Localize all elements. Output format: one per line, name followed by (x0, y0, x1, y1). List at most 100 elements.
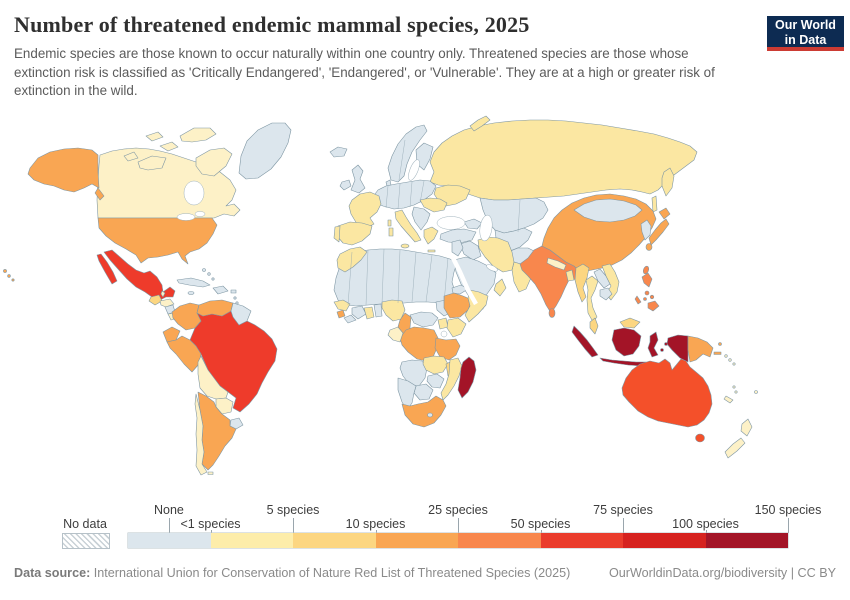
country-jamaica[interactable] (187, 291, 195, 295)
country-spain[interactable] (336, 221, 373, 246)
country-sakhalin[interactable] (651, 195, 658, 213)
country-caucasus[interactable] (463, 218, 483, 230)
country-vanuatu-1[interactable] (732, 385, 736, 389)
country-france[interactable] (348, 191, 382, 229)
country-japan-honshu[interactable] (648, 218, 670, 246)
country-sri-lanka[interactable] (548, 308, 556, 318)
country-hispaniola[interactable] (212, 285, 229, 295)
country-fiji[interactable] (754, 390, 758, 394)
country-car[interactable] (409, 311, 439, 328)
country-italy[interactable] (394, 209, 422, 243)
country-zimbabwe[interactable] (426, 373, 445, 389)
country-chile[interactable] (194, 393, 208, 476)
country-japan-hokkaido[interactable] (658, 207, 671, 220)
legend-segment-4[interactable] (458, 533, 541, 548)
country-cuba[interactable] (176, 277, 211, 288)
country-madagascar[interactable] (457, 356, 477, 399)
legend-segment-0[interactable] (128, 533, 211, 548)
country-canada-arctic-3[interactable] (145, 131, 164, 142)
country-philippines-visayas-1[interactable] (644, 290, 650, 296)
country-guyanas[interactable] (230, 302, 252, 326)
country-solomons-3[interactable] (732, 362, 736, 366)
country-vietnam[interactable] (601, 263, 620, 301)
country-iran[interactable] (477, 236, 515, 273)
country-australia[interactable] (621, 358, 713, 428)
country-greece[interactable] (423, 226, 439, 245)
country-ireland[interactable] (339, 179, 352, 191)
country-indonesia-sulawesi[interactable] (647, 331, 659, 358)
country-zambia[interactable] (422, 355, 449, 375)
country-mozambique[interactable] (440, 357, 463, 401)
country-canada-ellesmere[interactable] (179, 127, 217, 143)
country-usa[interactable] (97, 217, 218, 265)
country-tierra-del-fuego[interactable] (207, 471, 214, 475)
country-hawaii-2[interactable] (7, 274, 11, 278)
country-nepal[interactable] (546, 257, 567, 271)
country-venezuela[interactable] (196, 299, 234, 317)
country-philippines-palawan[interactable] (634, 295, 642, 305)
country-canada-victoria-island[interactable] (137, 155, 167, 171)
country-togo-benin[interactable] (373, 303, 383, 318)
country-canada-arctic-1[interactable] (123, 151, 139, 162)
country-corsica[interactable] (387, 219, 392, 227)
country-lesotho[interactable] (427, 412, 433, 418)
country-mexico-baja[interactable] (96, 253, 118, 285)
country-indonesia-maluku-1[interactable] (660, 348, 664, 352)
country-russia[interactable] (429, 119, 698, 201)
country-indonesia-borneo[interactable] (611, 327, 642, 357)
country-cote-divoire[interactable] (351, 305, 367, 320)
country-cambodia[interactable] (599, 287, 613, 301)
country-drc[interactable] (399, 326, 439, 362)
country-vanuatu-2[interactable] (734, 390, 738, 394)
country-iceland[interactable] (329, 146, 348, 158)
legend-segment-6[interactable] (623, 533, 706, 548)
legend-segment-1[interactable] (210, 533, 293, 548)
country-crete[interactable] (427, 249, 436, 253)
country-novaya-zemlya[interactable] (469, 115, 491, 132)
country-indonesia-papua[interactable] (666, 334, 689, 363)
country-png-new-britain[interactable] (713, 351, 722, 355)
country-bangladesh[interactable] (565, 269, 575, 282)
country-uganda[interactable] (437, 317, 449, 330)
country-malaysia-borneo[interactable] (619, 317, 641, 329)
country-liberia[interactable] (343, 314, 357, 324)
country-portugal[interactable] (333, 225, 341, 243)
country-south-africa[interactable] (401, 395, 447, 428)
country-ghana[interactable] (363, 306, 375, 320)
country-solomons-1[interactable] (724, 354, 728, 358)
country-hawaii-3[interactable] (11, 278, 15, 282)
country-scandinavia[interactable] (387, 124, 428, 183)
country-malaysia-peninsula[interactable] (589, 317, 599, 335)
country-greenland[interactable] (238, 122, 292, 180)
country-taiwan[interactable] (642, 265, 650, 275)
country-eritrea[interactable] (451, 284, 469, 295)
country-indonesia-sumatra[interactable] (571, 325, 599, 358)
country-morocco[interactable] (336, 246, 368, 273)
country-puerto-rico[interactable] (230, 289, 237, 294)
country-canada-baffin-island[interactable] (195, 147, 233, 177)
legend-segment-7[interactable] (705, 533, 788, 548)
country-korea[interactable] (640, 219, 652, 241)
country-japan-kyushu[interactable] (645, 243, 653, 251)
country-mexico[interactable] (103, 249, 176, 301)
country-nz-north[interactable] (740, 418, 753, 437)
country-guinea[interactable] (333, 299, 351, 312)
country-thailand[interactable] (585, 275, 599, 323)
country-colombia[interactable] (171, 302, 202, 331)
country-solomons-2[interactable] (728, 358, 732, 362)
country-nz-south[interactable] (724, 437, 746, 459)
country-bahamas-2[interactable] (207, 272, 211, 276)
country-philippines-luzon[interactable] (641, 272, 653, 288)
country-turkey[interactable] (439, 228, 477, 244)
country-png[interactable] (687, 335, 714, 363)
country-mongolia[interactable] (573, 198, 643, 223)
country-sardinia[interactable] (388, 227, 394, 237)
country-levant[interactable] (451, 239, 464, 257)
country-kenya[interactable] (446, 317, 467, 338)
legend-segment-2[interactable] (293, 533, 376, 548)
country-philippines-mindanao[interactable] (647, 300, 660, 312)
country-ecuador[interactable] (162, 326, 181, 343)
country-hungary-romania[interactable] (419, 197, 448, 213)
country-canada-arctic-2[interactable] (159, 141, 179, 152)
country-balkans[interactable] (411, 206, 431, 231)
